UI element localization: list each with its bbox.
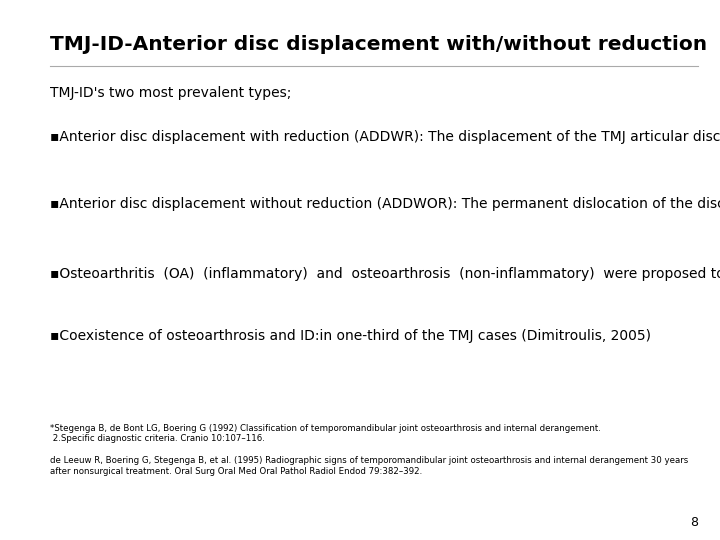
Text: ▪Coexistence of osteoarthrosis and ID:in one-third of the TMJ cases (Dimitroulis: ▪Coexistence of osteoarthrosis and ID:in… (50, 329, 652, 343)
Text: ▪Anterior disc displacement with reduction (ADDWR): The displacement of the TMJ : ▪Anterior disc displacement with reducti… (50, 130, 720, 144)
Text: 8: 8 (690, 516, 698, 529)
Text: ▪Anterior disc displacement without reduction (ADDWOR): The permanent dislocatio: ▪Anterior disc displacement without redu… (50, 197, 720, 211)
Text: TMJ-ID-Anterior disc displacement with/without reduction: TMJ-ID-Anterior disc displacement with/w… (50, 35, 708, 54)
Text: ▪Osteoarthritis  (OA)  (inflammatory)  and  osteoarthrosis  (non-inflammatory)  : ▪Osteoarthritis (OA) (inflammatory) and … (50, 267, 720, 281)
Text: TMJ-ID's two most prevalent types;: TMJ-ID's two most prevalent types; (50, 86, 292, 100)
Text: de Leeuw R, Boering G, Stegenga B, et al. (1995) Radiographic signs of temporoma: de Leeuw R, Boering G, Stegenga B, et al… (50, 456, 688, 476)
Text: *Stegenga B, de Bont LG, Boering G (1992) Classification of temporomandibular jo: *Stegenga B, de Bont LG, Boering G (1992… (50, 424, 601, 443)
